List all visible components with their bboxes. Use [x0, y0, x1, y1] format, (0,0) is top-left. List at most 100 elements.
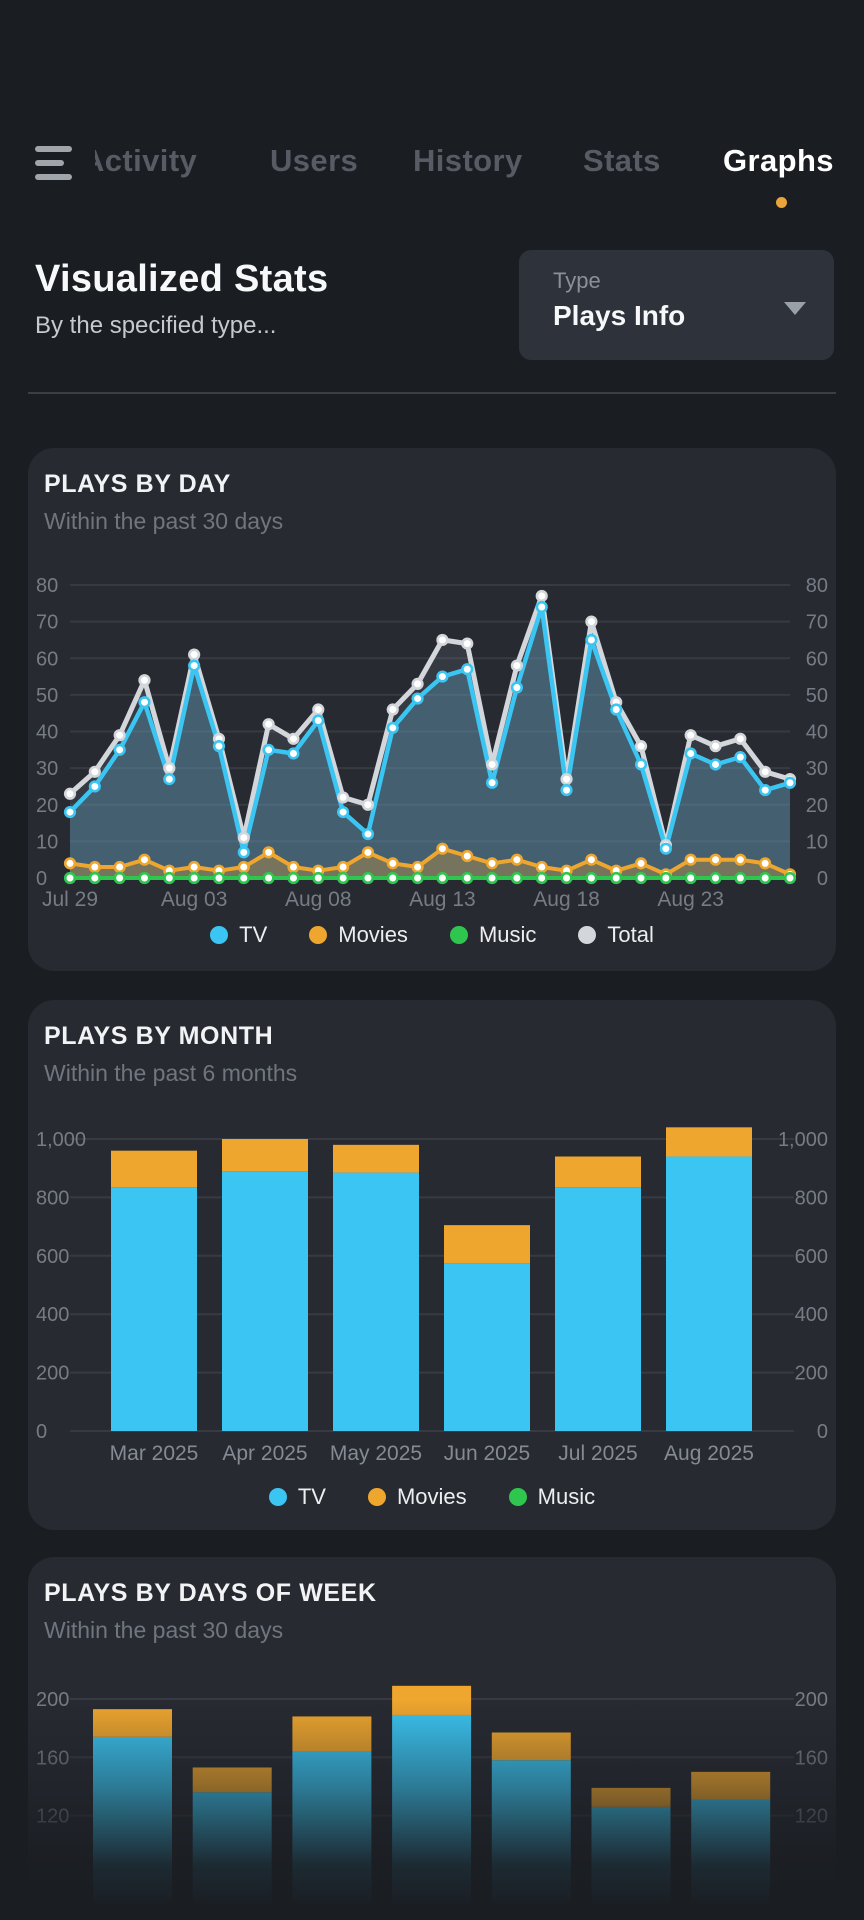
movies-point	[88, 860, 101, 874]
tab-graphs[interactable]: Graphs	[723, 143, 834, 178]
music-point	[386, 871, 399, 885]
tv-point	[436, 670, 449, 683]
y-axis-label-left: 120	[36, 1806, 69, 1828]
caret-down-icon	[784, 302, 806, 315]
tv-point	[237, 846, 250, 859]
legend-item-total[interactable]: Total	[578, 922, 654, 948]
total-point	[485, 758, 499, 771]
total-point	[237, 831, 250, 844]
plays-by-day-chart[interactable]: 0 0 10 10 20 20 30 30 40 40 50 50 60 60 70 70 80 80 Jul 29…	[28, 560, 836, 928]
y-axis-label-left: 200	[36, 1689, 69, 1711]
tv-bar-segment	[111, 1187, 197, 1431]
y-axis-label-right: 800	[795, 1187, 828, 1209]
y-axis-label-left: 800	[36, 1187, 69, 1209]
y-axis-label-left: 40	[36, 722, 58, 744]
movies-bar-segment	[292, 1716, 372, 1752]
bar-chart-svg: 0 0 200 200 400 400 600 600 800 800 1,000 1,000 Mar …	[36, 1127, 828, 1465]
tab-stats[interactable]: Stats	[583, 143, 661, 178]
music-point	[88, 871, 101, 885]
total-point	[361, 798, 375, 811]
y-axis-label-left: 200	[36, 1363, 69, 1385]
y-axis-label-right: 80	[806, 575, 828, 597]
tab-users[interactable]: Users	[270, 143, 359, 178]
movies-point	[287, 860, 300, 874]
tv-point	[337, 805, 350, 819]
total-point	[759, 765, 772, 778]
legend-label: Music	[478, 922, 537, 947]
y-axis-label-left: 600	[36, 1246, 69, 1268]
movies-bar-segment	[666, 1127, 752, 1157]
tv-point	[212, 740, 226, 753]
menu-icon[interactable]	[35, 146, 72, 182]
movies-bar-segment	[555, 1156, 641, 1188]
tv-point	[585, 633, 598, 647]
legend-item-movies[interactable]: Movies	[367, 1484, 467, 1510]
movies-bar-segment	[444, 1225, 530, 1264]
movies-point	[585, 853, 598, 866]
x-axis-label: Aug 13	[409, 888, 476, 911]
line-chart-svg: 0 0 10 10 20 20 30 30 40 40 50 50 60 60 70 70 80 80 Jul 29…	[36, 575, 828, 911]
y-axis-label-left: 1,000	[36, 1129, 86, 1151]
y-axis-label-left: 20	[36, 795, 58, 817]
music-point	[411, 871, 424, 885]
card-title: PLAYS BY MONTH	[44, 1022, 274, 1050]
y-axis-label-right: 0	[817, 1421, 828, 1443]
tv-bar-segment	[192, 1792, 272, 1920]
legend-item-tv[interactable]: TV	[268, 1484, 326, 1510]
tv-bar-segment	[392, 1714, 472, 1920]
music-point	[312, 871, 325, 885]
y-axis-label-left: 70	[36, 612, 58, 634]
type-dropdown[interactable]: Type Plays Info	[519, 250, 834, 360]
legend-item-movies[interactable]: Movies	[309, 922, 408, 948]
x-axis-label: Aug 18	[533, 888, 600, 911]
movies-bar-segment	[93, 1709, 172, 1737]
tv-point	[560, 784, 573, 797]
tab-history[interactable]: History	[413, 143, 523, 178]
plays-by-days-of-week-card: PLAYS BY DAYS OF WEEK Within the past 30…	[28, 1557, 836, 1920]
tv-bar-segment	[555, 1187, 641, 1431]
music-point	[361, 871, 375, 885]
legend-item-music[interactable]: Music	[508, 1484, 595, 1510]
total-point	[560, 773, 573, 786]
tab-activity-label: Activity	[95, 143, 198, 178]
music-point	[684, 871, 697, 885]
tv-bar-segment	[691, 1799, 771, 1920]
tv-point	[510, 681, 523, 694]
legend-label: Total	[607, 922, 654, 947]
tv-point	[361, 827, 375, 841]
music-point	[659, 871, 672, 885]
tab-activity[interactable]: Activity	[95, 143, 207, 183]
plays-by-month-chart[interactable]: 0 0 200 200 400 400 600 600 800 800 1,000 1,000 Mar …	[28, 1110, 836, 1470]
music-point	[461, 871, 474, 885]
total-point	[312, 703, 325, 716]
tv-point	[485, 776, 499, 789]
total-legend-dot-icon	[578, 926, 597, 944]
movies-point	[510, 853, 523, 866]
movies-bar-segment	[591, 1787, 671, 1807]
plays-by-days-of-week-chart[interactable]: 120 120 160 160 200 200	[28, 1660, 836, 1920]
y-axis-label-right: 20	[806, 795, 828, 817]
music-point	[560, 871, 573, 885]
legend-item-music[interactable]: Music	[449, 922, 537, 948]
movies-bar-segment	[192, 1767, 272, 1793]
music-point	[138, 871, 151, 885]
tv-point	[659, 842, 672, 855]
y-axis-label-right: 160	[795, 1747, 828, 1769]
legend-item-tv[interactable]: TV	[210, 922, 267, 948]
total-point	[188, 648, 201, 661]
movies-bar-segment	[691, 1771, 771, 1800]
tv-point	[88, 780, 101, 793]
tv-line	[67, 604, 793, 855]
movies-point	[535, 860, 548, 874]
total-point	[585, 615, 598, 628]
plays-by-month-legend: TV Movies Music	[28, 1482, 836, 1512]
tv-point	[163, 773, 176, 786]
x-axis-label: Aug 08	[285, 888, 352, 911]
tv-point	[461, 663, 474, 676]
music-point	[287, 871, 300, 885]
y-axis-label-right: 400	[795, 1304, 828, 1326]
total-point	[113, 729, 126, 742]
movies-legend-dot-icon	[367, 1488, 386, 1506]
active-tab-indicator-dot	[776, 197, 787, 208]
total-point	[337, 791, 350, 804]
